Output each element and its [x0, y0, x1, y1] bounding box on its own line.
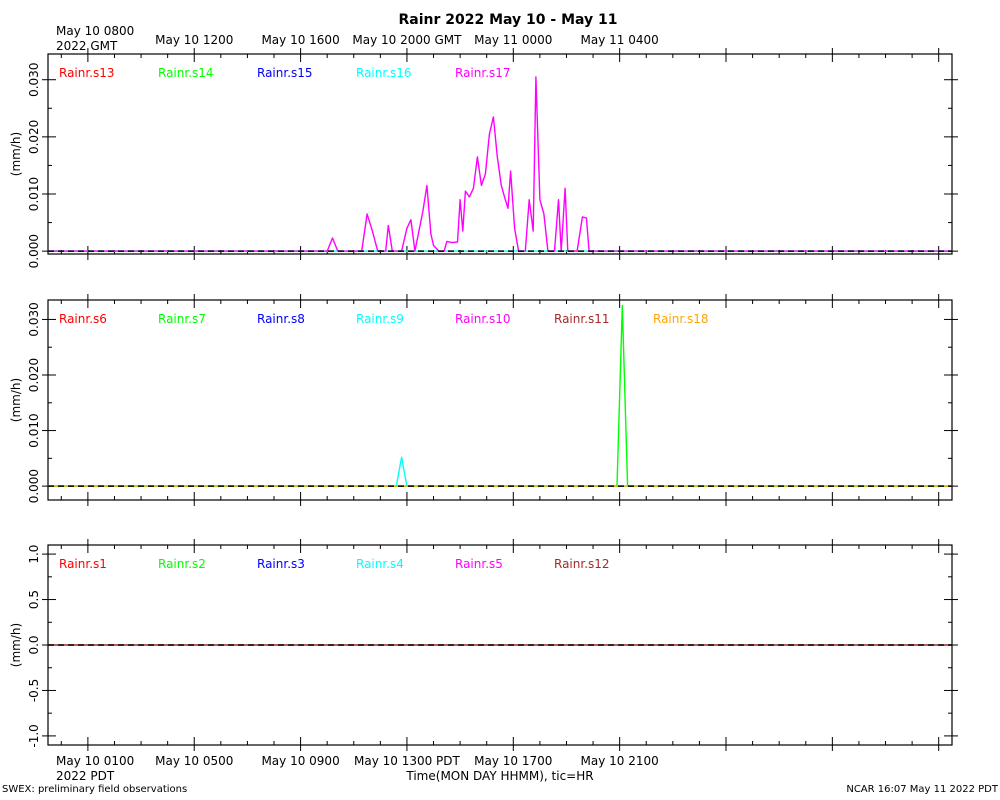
y-axis-label: (mm/h)	[9, 132, 23, 176]
y-tick-label: 0.010	[27, 413, 41, 447]
series-line-rainr-s9	[48, 456, 952, 487]
top-axis-label: May 11 0400	[581, 33, 659, 47]
footer-right: NCAR 16:07 May 11 2022 PDT	[846, 784, 999, 795]
legend-item-rainr-s13: Rainr.s13	[59, 66, 115, 80]
chart-title: Rainr 2022 May 10 - May 11	[398, 12, 617, 28]
legend-item-rainr-s7: Rainr.s7	[158, 312, 206, 326]
plot-frame	[47, 53, 953, 255]
y-axis-label: (mm/h)	[9, 623, 23, 667]
y-tick-label: 0.000	[27, 469, 41, 503]
bottom-axis-label: May 10 2100	[581, 754, 659, 768]
y-tick-label: 0.010	[27, 177, 41, 211]
y-tick-label: 0.000	[27, 234, 41, 268]
bottom-axis-first-label-line2: 2022 PDT	[56, 769, 115, 783]
x-axis-label: Time(MON DAY HHMM), tic=HR	[405, 769, 593, 783]
legend-item-rainr-s17: Rainr.s17	[455, 66, 511, 80]
plot-frame	[47, 299, 953, 501]
top-axis-label: May 10 1200	[155, 33, 233, 47]
legend-item-rainr-s9: Rainr.s9	[356, 312, 404, 326]
top-axis-first-label-line2: 2022 GMT	[56, 39, 118, 53]
y-tick-label: 0.030	[27, 63, 41, 97]
y-tick-label: 0.020	[27, 120, 41, 154]
panel-1: 0.000 0.010 0.020 0.030 (mm/h) Rainr.s13 Rainr…	[9, 48, 958, 268]
legend-item-rainr-s5: Rainr.s5	[455, 557, 503, 571]
legend-item-rainr-s12: Rainr.s12	[554, 557, 610, 571]
y-tick-label: 0.5	[27, 590, 41, 609]
y-tick-label: -1.0	[27, 724, 41, 747]
y-tick-label: 1.0	[27, 545, 41, 564]
bottom-axis-first-label-line1: May 10 0100	[56, 754, 134, 768]
series-line-rainr-s17	[48, 76, 952, 252]
top-axis-first-label-line1: May 10 0800	[56, 24, 134, 38]
footer-left: SWEX: preliminary field observations	[2, 784, 187, 795]
y-axis-label: (mm/h)	[9, 378, 23, 422]
bottom-axis-label: May 10 0900	[261, 754, 339, 768]
bottom-axis-label: May 10 0500	[155, 754, 233, 768]
legend-item-rainr-s1: Rainr.s1	[59, 557, 107, 571]
panel-2: 0.000 0.010 0.020 0.030 (mm/h) Rainr.s6 Rainr.…	[9, 294, 958, 506]
top-axis-label: May 10 2000 GMT	[352, 33, 462, 47]
top-axis-label: May 10 1600	[261, 33, 339, 47]
legend-item-rainr-s11: Rainr.s11	[554, 312, 610, 326]
legend-item-rainr-s6: Rainr.s6	[59, 312, 107, 326]
chart-panels: 0.000 0.010 0.020 0.030 (mm/h) Rainr.s13 Rainr…	[9, 33, 958, 768]
bottom-axis-label: May 10 1300 PDT	[354, 754, 461, 768]
y-tick-label: 0.020	[27, 358, 41, 392]
legend-item-rainr-s14: Rainr.s14	[158, 66, 214, 80]
panel-3: -1.0 -0.5 0.0 0.5 1.0 (mm/h) Rainr.s1 Rainr.s2 R…	[9, 539, 958, 751]
y-tick-label: 0.0	[27, 635, 41, 654]
y-tick-label: -0.5	[27, 679, 41, 702]
legend-item-rainr-s16: Rainr.s16	[356, 66, 412, 80]
series-line-rainr-s7	[48, 304, 952, 487]
legend-item-rainr-s8: Rainr.s8	[257, 312, 305, 326]
bottom-axis-label: May 10 1700	[474, 754, 552, 768]
legend-item-rainr-s15: Rainr.s15	[257, 66, 313, 80]
legend-item-rainr-s4: Rainr.s4	[356, 557, 404, 571]
legend-item-rainr-s3: Rainr.s3	[257, 557, 305, 571]
legend-item-rainr-s18: Rainr.s18	[653, 312, 709, 326]
legend-item-rainr-s10: Rainr.s10	[455, 312, 511, 326]
y-tick-label: 0.030	[27, 302, 41, 336]
top-axis-label: May 11 0000	[474, 33, 552, 47]
legend-item-rainr-s2: Rainr.s2	[158, 557, 206, 571]
